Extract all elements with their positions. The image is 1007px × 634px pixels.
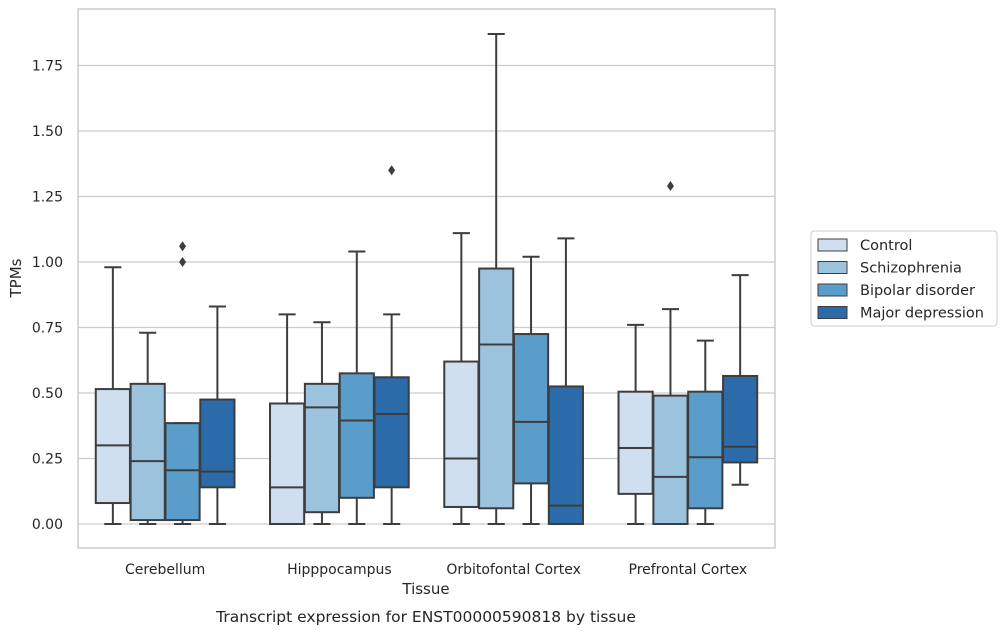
iqr-box — [303, 382, 341, 514]
box-0-1 — [129, 331, 166, 525]
box-2-2 — [512, 255, 550, 525]
iqr-box — [687, 390, 724, 510]
box-2-1 — [478, 33, 515, 525]
iqr-box — [199, 398, 236, 489]
box-2-0 — [443, 232, 480, 525]
outlier-point — [179, 257, 187, 267]
y-tick-label: 1.00 — [32, 255, 63, 271]
legend-swatch — [817, 306, 848, 319]
iqr-box — [547, 385, 584, 526]
iqr-box — [512, 333, 550, 485]
box-1-0 — [269, 313, 306, 526]
legend: Control Schizophrenia Bipolar disorder Majo… — [810, 230, 998, 327]
box-1-1 — [303, 321, 341, 525]
x-tick-label: Cerebellum — [125, 562, 205, 578]
y-tick-label: 0.50 — [32, 386, 63, 402]
legend-swatch — [817, 283, 848, 297]
y-tick-label: 0.75 — [32, 321, 63, 337]
iqr-box — [338, 372, 375, 499]
box-3-3 — [722, 274, 759, 486]
chart-caption: Transcript expression for ENST0000059081… — [215, 608, 636, 626]
box-1-2 — [338, 250, 375, 525]
legend-swatch — [817, 261, 848, 274]
y-tick-label: 1.75 — [32, 59, 63, 75]
iqr-box — [269, 402, 306, 526]
iqr-box — [722, 374, 759, 464]
y-tick-label: 0.25 — [32, 452, 63, 468]
outlier-point — [179, 241, 187, 252]
iqr-box — [164, 422, 201, 522]
x-tick-label: Prefrontal Cortex — [629, 562, 748, 578]
outlier-point — [388, 165, 396, 176]
x-tick-label: Hipppocampus — [287, 562, 392, 578]
box-groups — [94, 33, 759, 526]
iqr-box — [478, 267, 515, 510]
legend-label: Schizophrenia — [860, 261, 962, 277]
y-tick-labels: 0.00 0.25 0.50 0.75 1.00 1.25 1.50 1.75 — [32, 59, 63, 534]
legend-frame — [810, 230, 998, 327]
x-tick-label: Orbitofontal Cortex — [446, 562, 581, 578]
iqr-box — [129, 382, 166, 522]
box-0-2 — [164, 241, 201, 525]
plot-frame — [77, 8, 776, 549]
box-0-0 — [94, 266, 131, 525]
outlier-point — [666, 181, 674, 192]
box-3-2 — [687, 339, 724, 525]
legend-label: Major depression — [860, 306, 984, 322]
iqr-box — [373, 376, 410, 489]
iqr-box — [443, 360, 480, 508]
y-axis-label: TPMs — [7, 258, 25, 298]
x-tick-labels: Cerebellum Hipppocampus Orbitofontal Corte… — [125, 562, 747, 578]
y-tick-label: 0.00 — [32, 517, 63, 533]
legend-label: Bipolar disorder — [860, 283, 975, 299]
legend-label: Control — [860, 238, 912, 254]
box-1-3 — [373, 165, 410, 525]
x-axis-label: Tissue — [401, 580, 449, 598]
iqr-box — [617, 390, 654, 495]
y-tick-label: 1.50 — [32, 124, 63, 140]
box-0-3 — [199, 305, 236, 525]
legend-swatch — [817, 238, 848, 252]
iqr-box — [652, 394, 689, 525]
y-tick-label: 1.25 — [32, 190, 63, 206]
box-2-3 — [547, 237, 584, 526]
